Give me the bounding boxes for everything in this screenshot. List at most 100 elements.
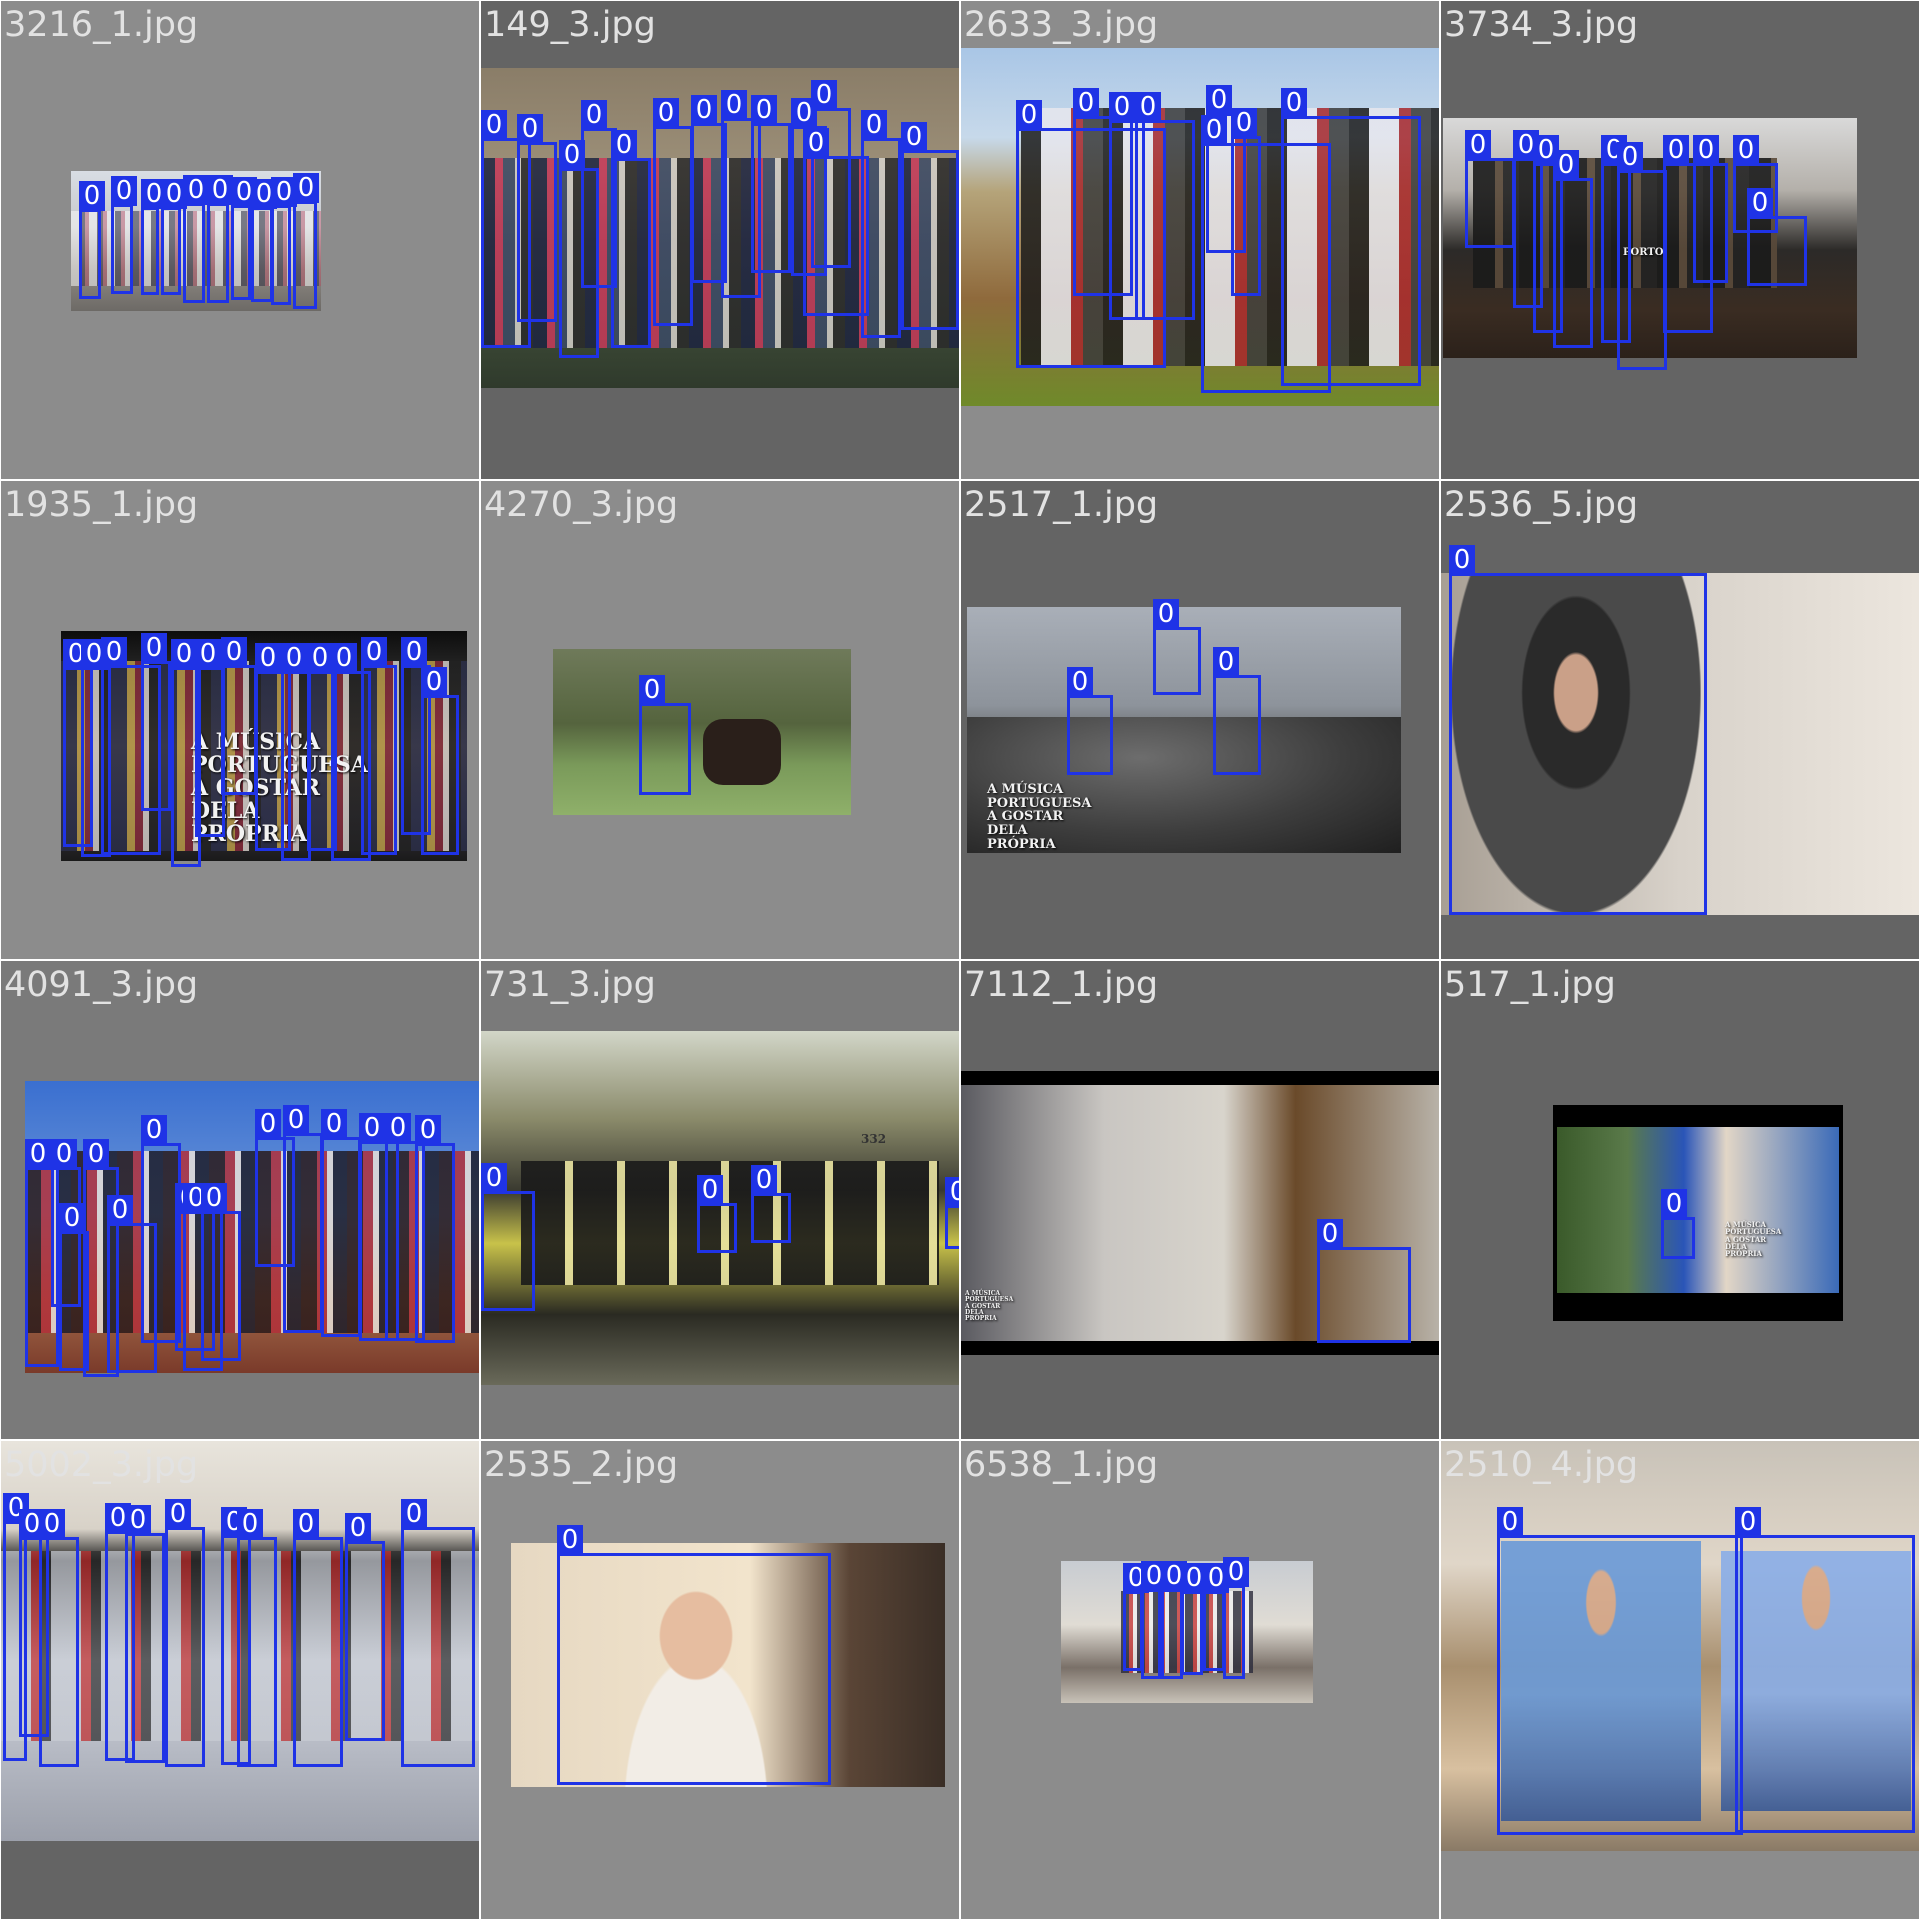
tile-filename: 4091_3.jpg (4, 965, 199, 1005)
class-label: 0 (1733, 135, 1759, 165)
detection-box: 0 (481, 1163, 535, 1311)
detection-box: 0 (1123, 1563, 1149, 1671)
class-label: 0 (611, 130, 637, 160)
tile-3734-3[interactable]: 3734_3.jpg PORTO 0 0 0 0 0 0 0 0 0 0 (1441, 1, 1919, 479)
tile-filename: 3734_3.jpg (1444, 5, 1639, 45)
tile-7112-1[interactable]: 7112_1.jpg A MÚSICA PORTUGUESA A GOSTAR … (961, 961, 1439, 1439)
photo-content (25, 1151, 479, 1333)
detection-box: 0 (1449, 545, 1707, 915)
detection-box: 0 (1465, 130, 1515, 248)
tile-filename: 149_3.jpg (484, 5, 656, 45)
tile-2510-4[interactable]: 2510_4.jpg 0 0 (1441, 1441, 1919, 1919)
photo: 0 0 0 0 0 0 0 0 0 0 0 0 0 0 (481, 68, 959, 388)
photo-content (961, 1085, 1439, 1341)
detection-box: 0 (517, 114, 557, 322)
class-label: 0 (1231, 108, 1257, 138)
detection-box: 0 (201, 1183, 241, 1361)
detection-box: 0 (111, 176, 137, 294)
photo: 0 0 0 0 0 0 0 0 (961, 48, 1439, 406)
class-label: 0 (1153, 599, 1179, 629)
detection-box: 0 (1663, 135, 1713, 333)
class-label: 0 (1661, 1189, 1687, 1219)
class-label: 0 (345, 1513, 371, 1543)
detection-box: 0 (1073, 88, 1133, 296)
detection-box: 0 (861, 110, 901, 338)
class-label: 0 (1073, 88, 1099, 118)
class-label: 0 (83, 1139, 109, 1169)
tile-filename: 731_3.jpg (484, 965, 656, 1005)
class-label: 0 (415, 1115, 441, 1145)
detection-box: 0 (345, 1513, 385, 1741)
detection-box: 0 (271, 177, 297, 305)
class-label: 0 (207, 175, 233, 205)
class-label: 0 (255, 643, 281, 673)
detection-box: 0 (283, 1105, 323, 1333)
class-label: 0 (481, 110, 507, 140)
photo-content (553, 649, 851, 815)
detection-box: 0 (559, 140, 599, 358)
photo: 0 (553, 649, 851, 815)
detection-box: 0 (331, 643, 371, 861)
tile-4091-3[interactable]: 4091_3.jpg 0 0 0 0 0 0 0 0 0 0 0 0 0 0 0 (1, 961, 479, 1439)
photo-content (521, 1161, 939, 1285)
tile-2517-1[interactable]: 2517_1.jpg A MÚSICA PORTUGUESA A GOSTAR … (961, 481, 1439, 959)
tile-1935-1[interactable]: 1935_1.jpg A MÚSICA PORTUGUESA A GOSTAR … (1, 481, 479, 959)
detection-box: 0 (1617, 142, 1667, 370)
tile-filename: 4270_3.jpg (484, 485, 679, 525)
detection-box: 0 (171, 639, 201, 867)
tile-149-3[interactable]: 149_3.jpg 0 0 0 0 0 0 0 0 0 0 0 0 0 0 (481, 1, 959, 479)
detection-box: 0 (1153, 599, 1201, 695)
tile-6538-1[interactable]: 6538_1.jpg 0 0 0 0 0 0 (961, 1441, 1439, 1919)
class-label: 0 (141, 633, 167, 663)
class-label: 0 (293, 1509, 319, 1539)
detection-box: 0 (359, 1113, 399, 1341)
photo: A MÚSICA PORTUGUESA A GOSTAR DELA PRÓPRI… (61, 631, 467, 867)
class-label: 0 (803, 128, 829, 158)
detection-box: 0 (293, 1509, 343, 1767)
detection-box: 0 (183, 175, 209, 303)
tile-4270-3[interactable]: 4270_3.jpg 0 (481, 481, 959, 959)
detection-box: 0 (165, 1499, 205, 1767)
tile-2535-2[interactable]: 2535_2.jpg 0 (481, 1441, 959, 1919)
class-label: 0 (401, 1499, 427, 1529)
detection-box: 0 (25, 1139, 59, 1367)
photo: 0 0 0 0 0 0 (1061, 1557, 1313, 1703)
detection-box: 0 (39, 1509, 79, 1767)
detection-box: 0 (385, 1113, 425, 1341)
tile-2633-3[interactable]: 2633_3.jpg 0 0 0 0 0 0 0 0 (961, 1, 1439, 479)
tram-number: 332 (861, 1132, 887, 1146)
class-label: 0 (3, 1493, 29, 1523)
detection-box: 0 (1735, 1507, 1915, 1833)
photo: PORTO 0 0 0 0 0 0 0 0 0 0 (1443, 118, 1857, 370)
tile-2536-5[interactable]: 2536_5.jpg 0 (1441, 481, 1919, 959)
class-label: 0 (165, 1499, 191, 1529)
detection-box: 0 (691, 95, 727, 283)
tile-3216-1[interactable]: 3216_1.jpg 0 0 0 0 0 0 0 0 0 0 (1, 1, 479, 479)
detection-box: 0 (1661, 1189, 1695, 1259)
detection-box: 0 (415, 1115, 455, 1343)
class-label: 0 (141, 1115, 167, 1145)
class-label: 0 (481, 1163, 507, 1193)
tile-filename: 2536_5.jpg (1444, 485, 1639, 525)
detection-box: 0 (653, 98, 693, 326)
detection-box: 0 (1231, 108, 1261, 296)
detection-box: 0 (639, 675, 691, 795)
photo-content (1721, 1551, 1911, 1811)
class-label: 0 (361, 637, 387, 667)
photo: 0 (511, 1525, 945, 1787)
tile-517-1[interactable]: 517_1.jpg A MÚSICA PORTUGUESA A GOSTAR D… (1441, 961, 1919, 1439)
detection-box: 0 (293, 173, 319, 309)
class-label: 0 (1317, 1219, 1343, 1249)
tile-5002-3[interactable]: 5002_3.jpg 0 0 0 0 0 0 0 0 0 0 0 (1, 1441, 479, 1919)
class-label: 0 (271, 177, 297, 207)
class-label: 0 (385, 1113, 411, 1143)
detection-box: 0 (945, 1177, 959, 1249)
class-label: 0 (283, 1105, 309, 1135)
class-label: 0 (1135, 92, 1161, 122)
tile-731-3[interactable]: 731_3.jpg 332 0 0 0 0 (481, 961, 959, 1439)
detection-box: 0 (1693, 135, 1728, 283)
class-label: 0 (559, 140, 585, 170)
detection-box: 0 (51, 1139, 81, 1307)
class-label: 0 (39, 1509, 65, 1539)
